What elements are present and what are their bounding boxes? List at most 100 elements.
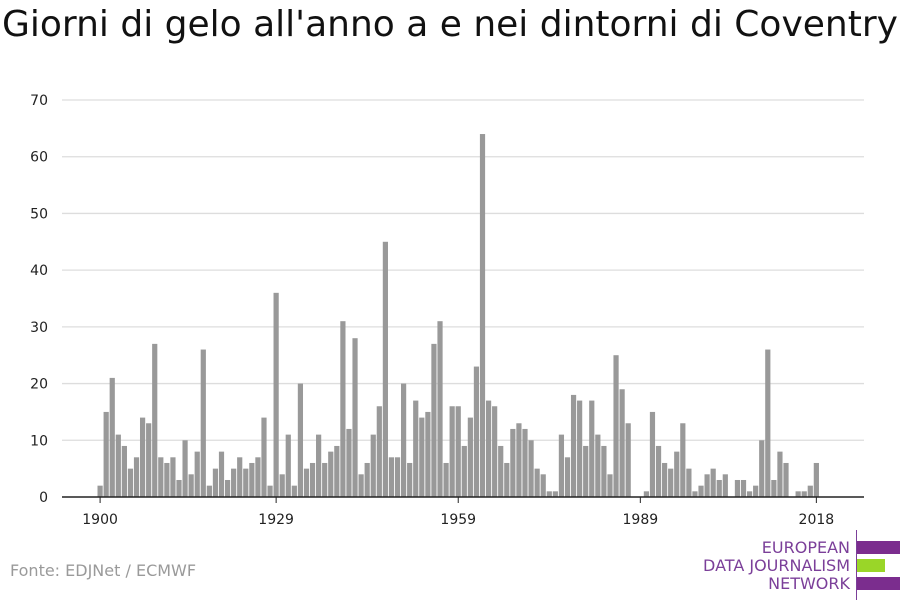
bar-2008 [753, 485, 759, 497]
bar-1984 [607, 474, 613, 497]
bar-1919 [212, 468, 219, 497]
bar-2011 [771, 479, 777, 497]
bar-1905 [127, 468, 134, 497]
bar-1932 [291, 485, 297, 497]
bar-1999 [698, 485, 704, 497]
bar-2006 [740, 479, 747, 497]
y-tick-label: 60 [30, 150, 48, 166]
bar-1961 [467, 417, 473, 497]
bar-1908 [146, 423, 152, 497]
bar-1909 [152, 343, 158, 497]
bar-1917 [200, 349, 206, 497]
bar-1973 [540, 474, 546, 497]
bar-1926 [255, 457, 261, 497]
bar-2015 [795, 491, 801, 497]
bar-1960 [461, 445, 467, 497]
bar-1925 [249, 462, 255, 497]
bar-1969 [516, 423, 522, 497]
logo-bar-purple-bottom [857, 577, 900, 590]
bar-1914 [182, 440, 188, 497]
bar-1997 [686, 468, 692, 497]
bar-2013 [783, 462, 789, 497]
bar-1940 [340, 321, 346, 497]
bar-1947 [382, 241, 388, 497]
bar-1971 [528, 440, 534, 497]
bar-1944 [364, 462, 370, 497]
bar-1916 [194, 451, 200, 497]
bar-1979 [577, 400, 583, 497]
logo-bar-green [857, 559, 885, 572]
y-tick-label: 0 [39, 490, 48, 506]
bar-1972 [534, 468, 540, 497]
bar-1964 [485, 400, 492, 497]
bar-1993 [662, 462, 668, 497]
bar-1975 [552, 491, 558, 497]
bar-2002 [716, 479, 722, 497]
bar-1918 [206, 485, 212, 497]
x-tick-label: 2018 [799, 512, 835, 528]
y-tick-label: 50 [30, 206, 48, 222]
bar-1977 [564, 457, 571, 497]
bar-2016 [801, 491, 807, 497]
bar-1995 [674, 451, 680, 497]
bar-2009 [759, 440, 765, 497]
bar-1946 [376, 406, 382, 497]
logo-line-3: NETWORK [768, 574, 850, 593]
bar-1957 [443, 462, 449, 497]
bar-1965 [492, 406, 498, 497]
bar-1951 [407, 462, 413, 497]
bar-1945 [370, 434, 376, 497]
bar-1923 [237, 457, 243, 497]
bar-1943 [358, 474, 364, 497]
bar-1941 [346, 428, 352, 497]
bar-1912 [170, 457, 176, 497]
bar-1931 [285, 434, 291, 497]
bar-1959 [455, 406, 461, 497]
bar-1904 [121, 445, 127, 497]
bar-1958 [449, 406, 455, 497]
bar-1934 [303, 468, 310, 497]
bar-1991 [649, 411, 656, 497]
bar-1939 [334, 445, 340, 497]
bar-1992 [655, 445, 662, 497]
bar-2018 [813, 462, 819, 497]
bar-1956 [437, 321, 443, 497]
bar-1978 [570, 394, 577, 497]
bar-1983 [601, 445, 607, 497]
bar-1950 [401, 383, 407, 497]
bar-1987 [625, 423, 631, 497]
bar-2001 [710, 468, 716, 497]
x-tick-label: 1900 [82, 512, 118, 528]
y-tick-label: 20 [30, 377, 48, 393]
y-tick-label: 40 [30, 263, 48, 279]
x-tick-label: 1929 [258, 512, 294, 528]
bar-1996 [680, 423, 686, 497]
y-tick-label: 10 [30, 433, 48, 449]
bar-2007 [746, 491, 753, 497]
bar-1933 [297, 383, 304, 497]
bar-1982 [595, 434, 601, 497]
bar-1921 [224, 479, 231, 497]
bar-1955 [431, 343, 437, 497]
bar-1922 [231, 468, 237, 497]
logo-divider [856, 530, 857, 600]
bar-1906 [133, 457, 140, 497]
bar-1937 [322, 462, 328, 497]
bar-1911 [164, 462, 170, 497]
bar-1976 [558, 434, 565, 497]
bar-1974 [546, 491, 552, 497]
bar-1985 [613, 355, 619, 497]
bar-1954 [425, 411, 431, 497]
bar-2017 [807, 485, 813, 497]
bar-1967 [504, 462, 510, 497]
bar-1907 [139, 417, 146, 497]
bar-1990 [643, 491, 649, 497]
bar-1930 [279, 474, 285, 497]
axes: 0 10 20 30 40 50 60 70 1900 1929 1959 1989 2018 [30, 93, 864, 528]
bar-1948 [388, 457, 395, 497]
logo-line-1: EUROPEAN [761, 538, 850, 557]
bar-1970 [522, 428, 528, 497]
y-tick-label: 70 [30, 93, 48, 109]
x-tick-label: 1989 [623, 512, 659, 528]
